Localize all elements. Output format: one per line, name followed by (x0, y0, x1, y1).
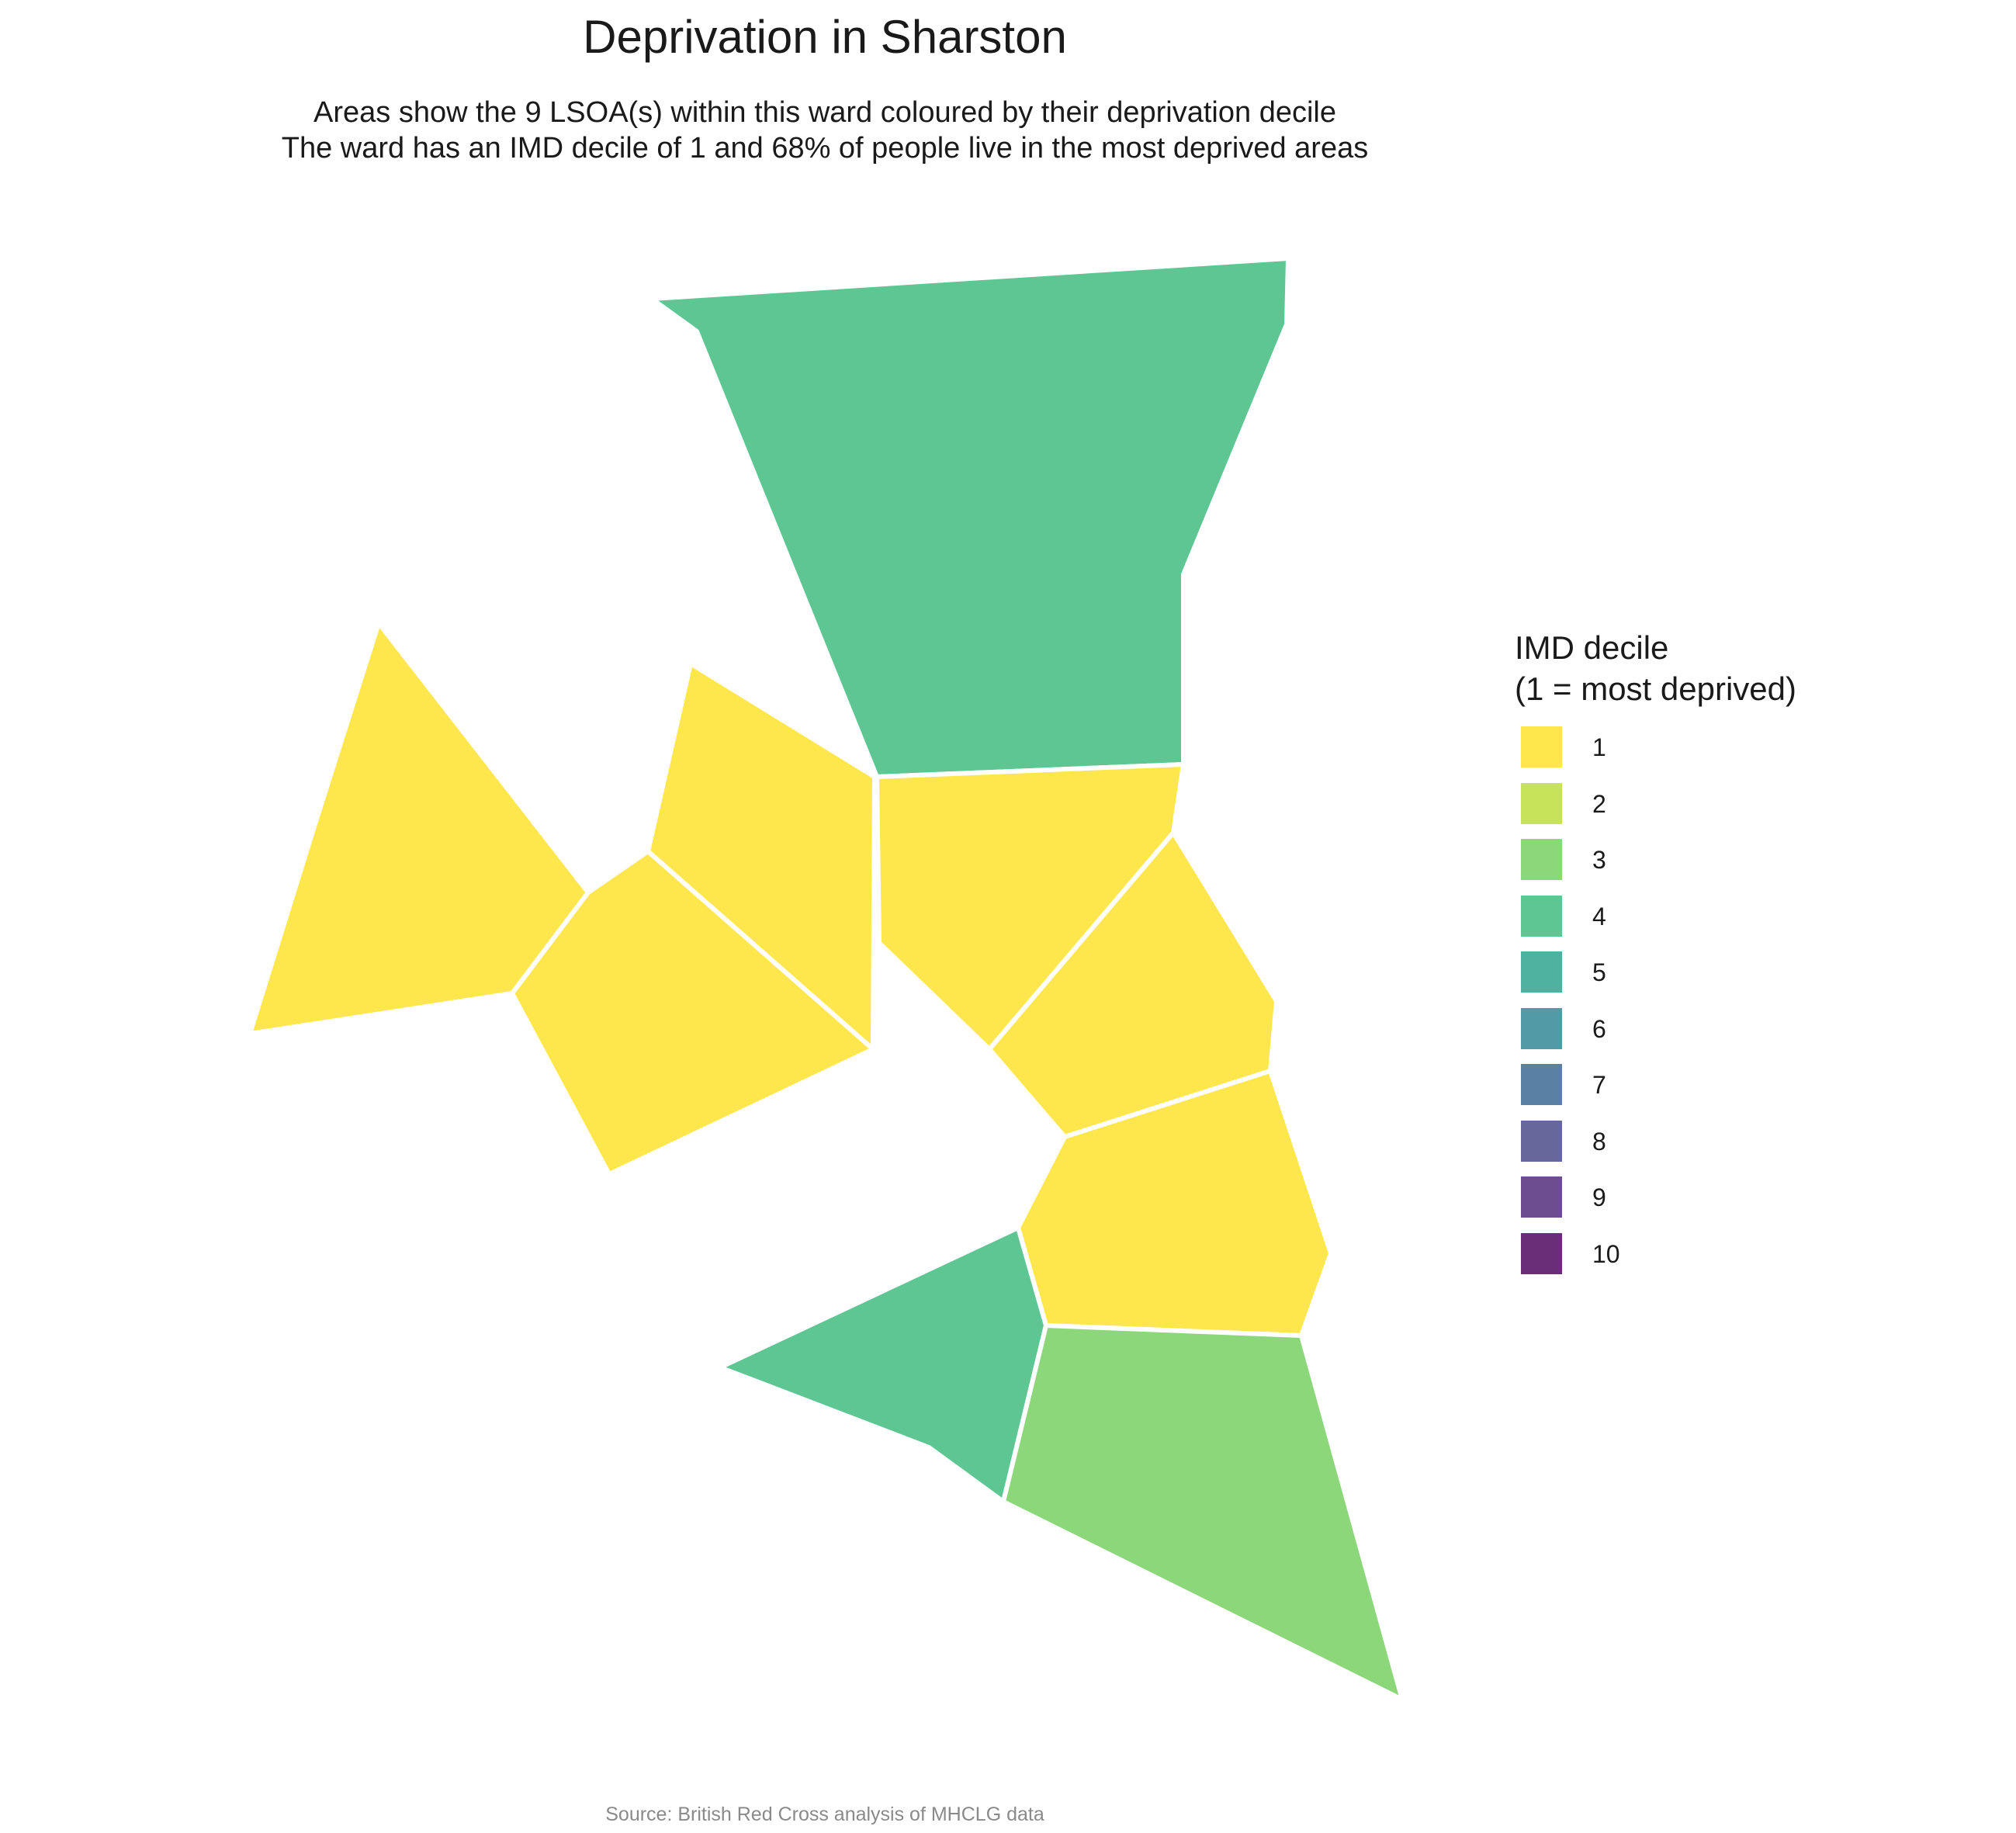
legend-label: 3 (1592, 846, 1606, 874)
map-title: Deprivation in Sharston (583, 11, 1067, 63)
legend-label: 6 (1592, 1014, 1606, 1043)
legend-item-7: 7 (1515, 1064, 1796, 1121)
legend-item-5: 5 (1515, 951, 1796, 1008)
legend-label: 8 (1592, 1127, 1606, 1156)
legend-swatch (1521, 1232, 1562, 1274)
legend-swatch (1521, 1176, 1562, 1218)
source-caption: Source: British Red Cross analysis of MH… (605, 1804, 1044, 1825)
lsoa-area (1001, 1323, 1405, 1702)
legend-swatch (1521, 1064, 1562, 1105)
lsoa-area (649, 256, 1290, 779)
legend-swatch (1521, 726, 1562, 768)
legend-title-line-1: IMD decile (1515, 629, 1669, 666)
legend: IMD decile (1 = most deprived) 1 2 3 4 5… (1515, 627, 1796, 1289)
legend-item-6: 6 (1515, 1007, 1796, 1065)
legend-title-line-2: (1 = most deprived) (1515, 670, 1796, 707)
legend-label: 2 (1592, 789, 1606, 818)
legend-swatch (1521, 1007, 1562, 1049)
legend-swatch (1521, 895, 1562, 937)
map-subtitle-line-2: The ward has an IMD decile of 1 and 68% … (281, 132, 1369, 165)
legend-label: 7 (1592, 1071, 1606, 1099)
map-subtitle-line-1: Areas show the 9 LSOA(s) within this war… (313, 96, 1336, 129)
legend-items: 1 2 3 4 5 6 7 8 (1515, 726, 1796, 1289)
legend-label: 4 (1592, 902, 1606, 930)
lsoa-area (510, 849, 875, 1176)
legend-item-8: 8 (1515, 1120, 1796, 1177)
legend-item-3: 3 (1515, 839, 1796, 896)
legend-item-10: 10 (1515, 1232, 1796, 1290)
legend-item-9: 9 (1515, 1176, 1796, 1233)
legend-item-4: 4 (1515, 895, 1796, 952)
legend-item-2: 2 (1515, 782, 1796, 840)
lsoa-area (718, 1225, 1048, 1504)
legend-label: 10 (1592, 1239, 1620, 1268)
legend-label: 9 (1592, 1183, 1606, 1211)
legend-label: 5 (1592, 958, 1606, 986)
legend-swatch (1521, 782, 1562, 824)
legend-swatch (1521, 839, 1562, 880)
legend-item-1: 1 (1515, 726, 1796, 783)
lsoa-area (248, 621, 591, 1036)
legend-label: 1 (1592, 733, 1606, 761)
legend-swatch (1521, 1120, 1562, 1162)
legend-swatch (1521, 951, 1562, 993)
